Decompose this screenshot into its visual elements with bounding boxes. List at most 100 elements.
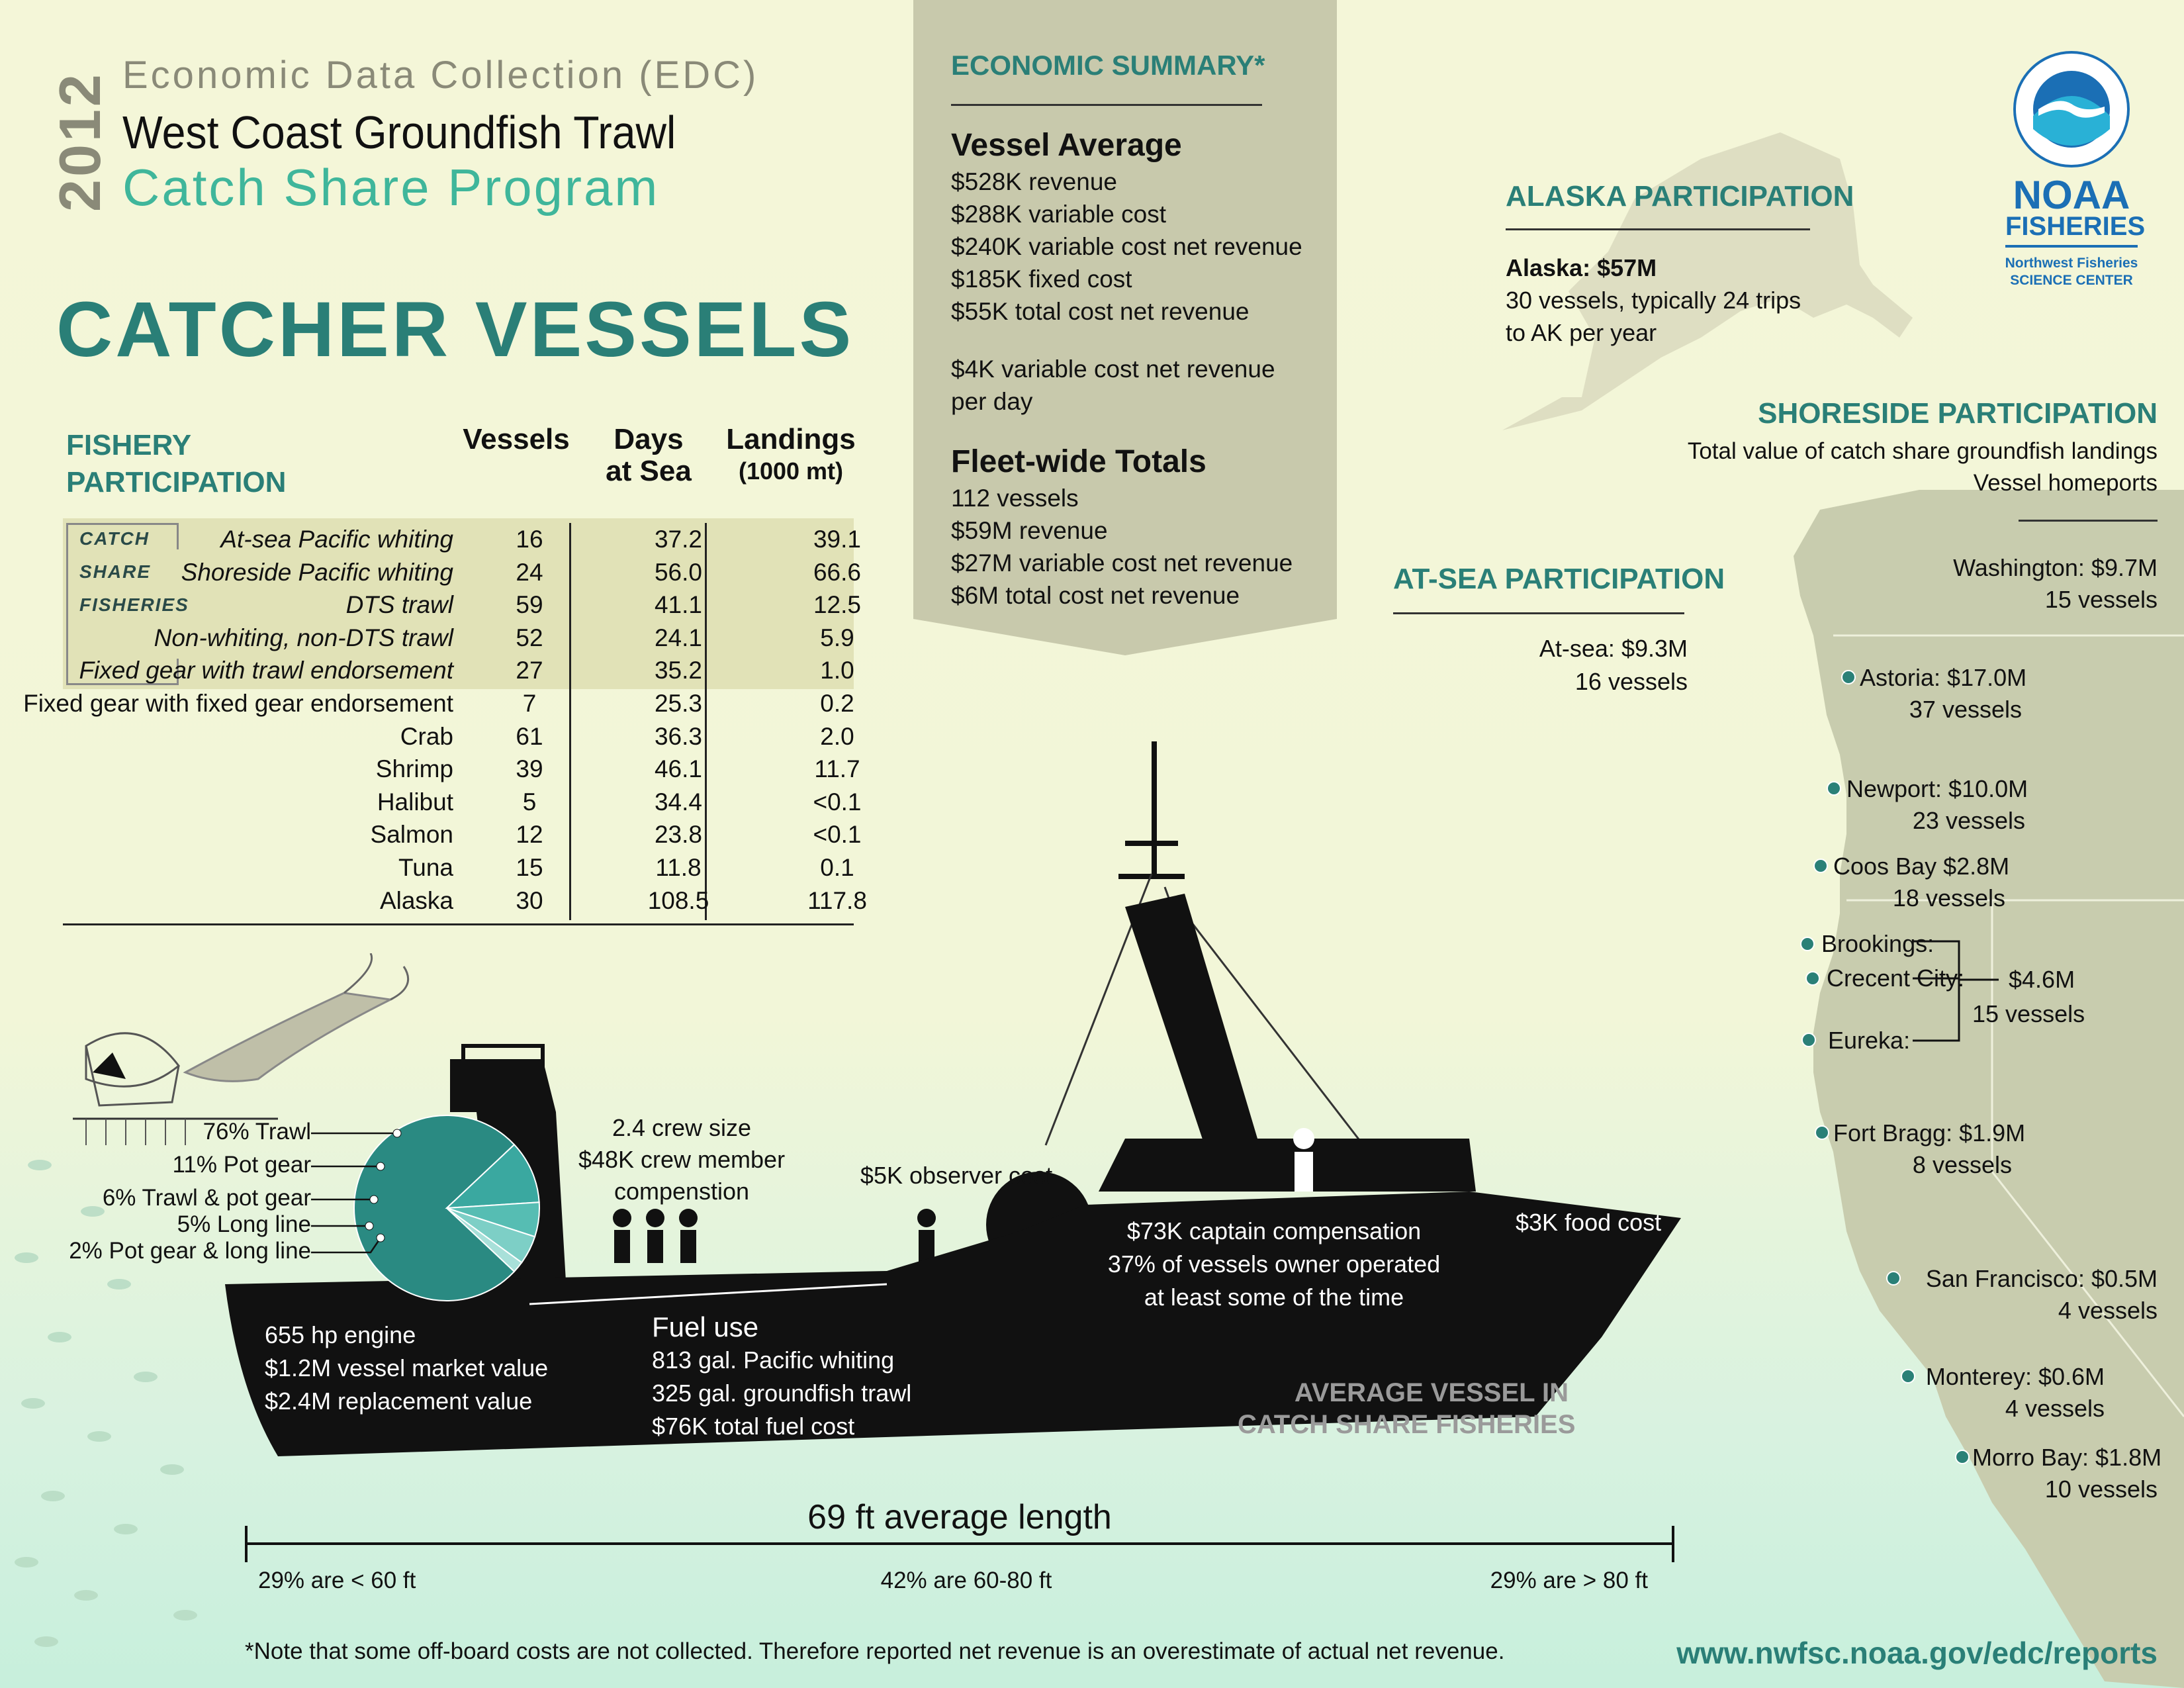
port-san-francisco: San Francisco: $0.5M 4 vessels bbox=[1906, 1263, 2158, 1327]
cell-vessels: 15 bbox=[516, 853, 543, 881]
va-line-3: $240K variable cost net revenue bbox=[951, 233, 1302, 260]
catch-label-2: SHARE bbox=[79, 561, 152, 582]
alaska-map bbox=[1502, 132, 1913, 430]
cell-name: Shoreside Pacific whiting bbox=[181, 558, 453, 586]
program-name-line1: West Coast Groundfish Trawl bbox=[122, 107, 676, 158]
cell-name: Halibut bbox=[377, 788, 453, 816]
vessel-average-title: Vessel Average bbox=[951, 128, 1182, 163]
cell-vessels: 59 bbox=[516, 591, 543, 619]
fleet-line-4: $6M total cost net revenue bbox=[951, 582, 1240, 609]
edc-heading: Economic Data Collection (EDC) bbox=[122, 54, 759, 97]
cell-days: 41.1 bbox=[654, 591, 702, 619]
length-over-80: 29% are > 80 ft bbox=[1490, 1568, 1648, 1593]
page-title: CATCHER VESSELS bbox=[56, 286, 854, 373]
cell-days: 25.3 bbox=[654, 689, 702, 717]
table-row: At-sea Pacific whiting 16 37.2 39.1 bbox=[63, 523, 861, 556]
cell-name: Tuna bbox=[398, 853, 453, 881]
table-row: Fixed gear with fixed gear endorsement 7 2… bbox=[23, 687, 857, 720]
cell-vessels: 16 bbox=[516, 526, 543, 553]
noaa-wordmark: NOAA bbox=[2013, 173, 2130, 217]
astoria-dot bbox=[1841, 670, 1856, 684]
year-label: 2012 bbox=[47, 71, 113, 212]
fleet-line-2: $59M revenue bbox=[951, 517, 1108, 544]
noaa-center-line2: SCIENCE CENTER bbox=[2010, 273, 2133, 288]
fuel-title: Fuel use bbox=[652, 1311, 759, 1342]
pie-label-longline: 5% Long line bbox=[177, 1211, 311, 1237]
length-under-60: 29% are < 60 ft bbox=[258, 1568, 416, 1593]
port-eureka: Eureka: bbox=[1828, 1027, 1911, 1054]
fleet-line-1: 112 vessels bbox=[951, 485, 1079, 512]
cell-landings: 0.1 bbox=[820, 853, 854, 881]
noaa-rule bbox=[2005, 245, 2138, 248]
gear-pie-chart bbox=[353, 1115, 540, 1301]
cell-name: At-sea Pacific whiting bbox=[220, 526, 453, 553]
washington-line1: Washington: $9.7M bbox=[1953, 554, 2158, 581]
col-days: Days at Sea bbox=[589, 424, 708, 487]
san-francisco-line2: 4 vessels bbox=[2058, 1297, 2158, 1324]
eureka-dot bbox=[1801, 1033, 1816, 1047]
cell-name: DTS trawl bbox=[345, 591, 453, 619]
alaska-text: Alaska: $57M 30 vessels, typically 24 tr… bbox=[1506, 252, 1801, 349]
cell-name: Shrimp bbox=[375, 755, 453, 783]
monterey-line1: Monterey: $0.6M bbox=[1925, 1363, 2105, 1390]
col-landings-line1: Landings bbox=[726, 423, 856, 455]
economic-summary-rule bbox=[951, 104, 1262, 106]
cell-name: Fixed gear with fixed gear endorsement bbox=[23, 689, 453, 717]
fp-title-line2: PARTICIPATION bbox=[66, 466, 287, 498]
fishing-gear-illustration bbox=[73, 953, 410, 1145]
at-sea-line-2: 16 vessels bbox=[1574, 668, 1688, 695]
noaa-logo-icon bbox=[2013, 51, 2130, 167]
cell-landings: <0.1 bbox=[813, 821, 862, 849]
pie-slice bbox=[353, 1115, 516, 1301]
newport-line2: 23 vessels bbox=[1912, 807, 2025, 834]
cell-vessels: 12 bbox=[516, 821, 543, 849]
col-landings: Landings (1000 mt) bbox=[718, 424, 864, 487]
cell-landings: 5.9 bbox=[820, 624, 854, 651]
participation-table: At-sea Pacific whiting 16 37.2 39.1 Shoresid… bbox=[23, 523, 867, 917]
table-divider-2 bbox=[705, 523, 707, 920]
fuel-line-1: 813 gal. Pacific whiting bbox=[652, 1346, 895, 1374]
pie-label-pot-longline: 2% Pot gear & long line bbox=[69, 1238, 311, 1264]
cell-landings: 39.1 bbox=[813, 526, 861, 553]
fort-bragg-dot bbox=[1815, 1125, 1829, 1140]
pie-label-pot: 11% Pot gear bbox=[172, 1152, 312, 1178]
engine-info: 655 hp engine $1.2M vessel market value … bbox=[265, 1319, 548, 1418]
cell-landings: <0.1 bbox=[813, 788, 862, 816]
monterey-dot bbox=[1901, 1369, 1915, 1383]
port-washington: Washington: $9.7M 15 vessels bbox=[1893, 552, 2158, 616]
cell-days: 23.8 bbox=[654, 821, 702, 849]
shoreside-title: SHORESIDE PARTICIPATION bbox=[1758, 397, 2158, 430]
pie-slice bbox=[446, 1207, 523, 1273]
port-coos-bay: Coos Bay $2.8M 18 vessels bbox=[1833, 851, 2009, 914]
group-value: $4.6M bbox=[2009, 966, 2075, 993]
monterey-line2: 4 vessels bbox=[2005, 1395, 2105, 1422]
port-newport: Newport: $10.0M 23 vessels bbox=[1846, 773, 2028, 837]
shoreside-rule bbox=[2019, 520, 2158, 522]
shoreside-subtitle-2: Vessel homeports bbox=[1973, 470, 2158, 496]
cell-days: 36.3 bbox=[654, 722, 702, 750]
alaska-title: ALASKA PARTICIPATION bbox=[1506, 180, 1854, 212]
va-line-5: $55K total cost net revenue bbox=[951, 298, 1250, 325]
fleet-totals-title: Fleet-wide Totals bbox=[951, 444, 1206, 479]
table-row: Non-whiting, non-DTS trawl 52 24.1 5.9 bbox=[63, 622, 857, 655]
cell-landings: 0.2 bbox=[820, 689, 854, 717]
port-brookings: Brookings: bbox=[1821, 930, 1934, 957]
fuel-line-3: $76K total fuel cost bbox=[652, 1413, 855, 1440]
table-row: Shrimp 39 46.1 11.7 bbox=[63, 753, 860, 786]
table-row: Salmon 12 23.8 <0.1 bbox=[63, 818, 862, 851]
cell-days: 37.2 bbox=[654, 526, 702, 553]
length-bar-cap-right bbox=[1672, 1526, 1674, 1562]
astoria-line2: 37 vessels bbox=[1909, 696, 2022, 723]
alaska-rule bbox=[1506, 228, 1810, 230]
at-sea-rule bbox=[1393, 612, 1684, 614]
crew-line-2: $48K crew member bbox=[578, 1146, 786, 1173]
cell-days: 35.2 bbox=[654, 657, 702, 684]
fort-bragg-line1: Fort Bragg: $1.9M bbox=[1833, 1119, 2026, 1147]
cell-landings: 12.5 bbox=[813, 591, 861, 619]
engine-line-2: $1.2M vessel market value bbox=[265, 1354, 549, 1382]
cell-landings: 1.0 bbox=[820, 657, 854, 684]
cell-landings: 66.6 bbox=[813, 558, 861, 586]
port-fort-bragg: Fort Bragg: $1.9M 8 vessels bbox=[1833, 1117, 2026, 1181]
va-line-4: $185K fixed cost bbox=[951, 265, 1132, 293]
reports-link[interactable]: www.nwfsc.noaa.gov/edc/reports bbox=[1676, 1636, 2158, 1670]
